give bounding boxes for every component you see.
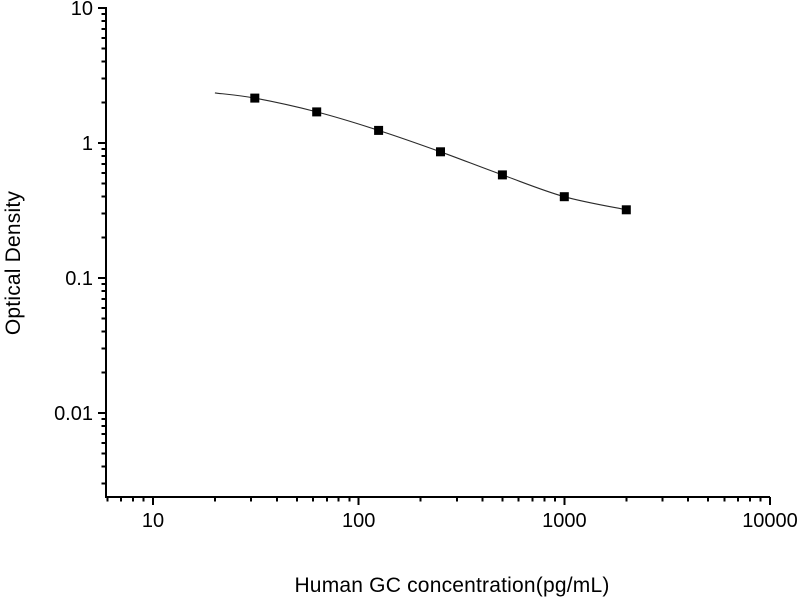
data-point-marker bbox=[559, 192, 569, 202]
y-tick-label: 1 bbox=[82, 133, 93, 155]
fit-line bbox=[214, 92, 627, 211]
data-point-marker bbox=[497, 170, 507, 180]
x-tick-label: 10000 bbox=[742, 510, 798, 532]
y-tick-label: 10 bbox=[71, 0, 93, 20]
x-axis-title: Human GC concentration(pg/mL) bbox=[294, 574, 610, 597]
data-point-marker bbox=[250, 93, 260, 103]
x-axis-ticks: 10 100 1000 10000 bbox=[106, 497, 798, 532]
y-tick-label: 0.1 bbox=[65, 268, 93, 290]
x-tick-label: 100 bbox=[342, 510, 375, 532]
x-tick-label: 1000 bbox=[542, 510, 587, 532]
data-point-marker bbox=[374, 125, 384, 135]
data-point-marker bbox=[436, 147, 445, 157]
y-axis-title: Optical Density bbox=[2, 190, 25, 336]
y-tick-label: 0.01 bbox=[54, 403, 93, 425]
y-axis-ticks: 10 1 0.1 0.01 bbox=[54, 0, 106, 485]
data-point-marker bbox=[621, 205, 631, 215]
data-point-marker bbox=[312, 107, 322, 117]
x-tick-label: 10 bbox=[142, 510, 164, 532]
axes bbox=[105, 7, 770, 498]
series-human-gc bbox=[214, 92, 631, 215]
